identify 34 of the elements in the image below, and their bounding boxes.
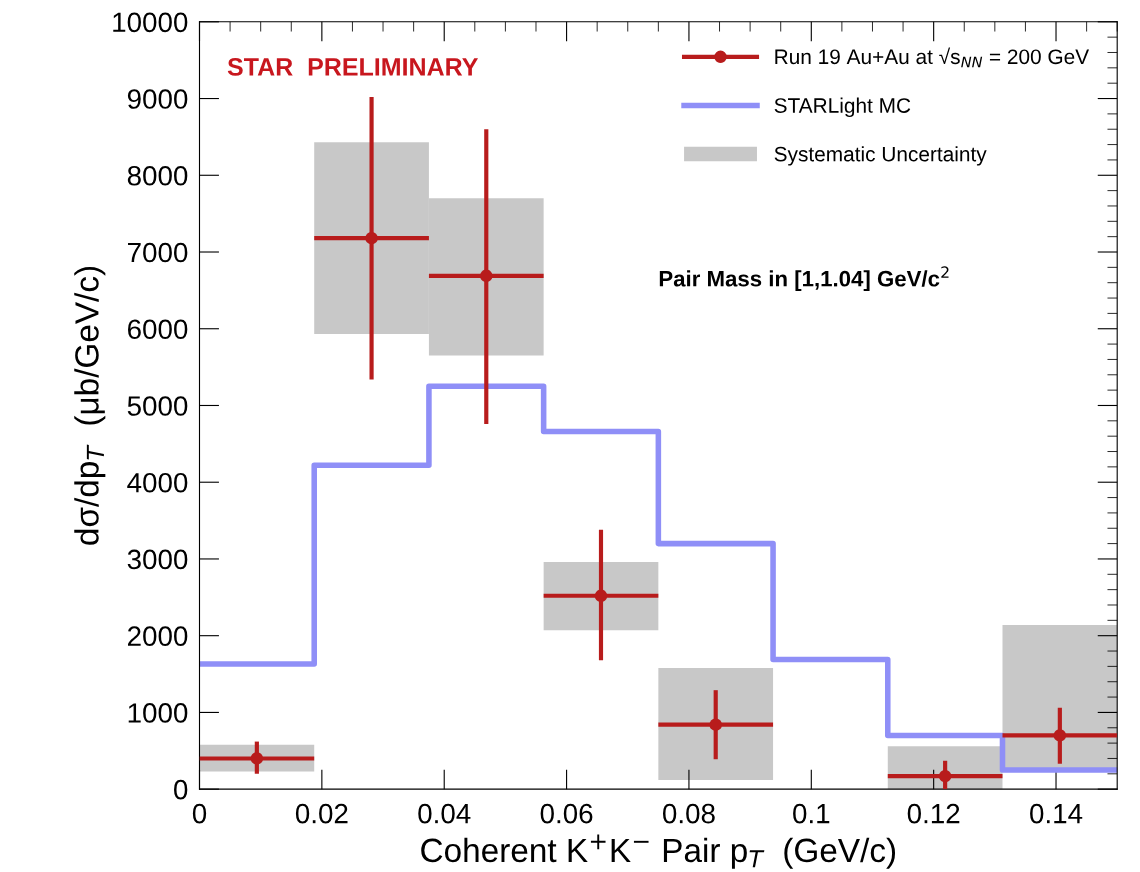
annotation: Pair Mass in [1,1.04] GeV/c$^{2}$ (659, 266, 949, 291)
x-tick-label: 0.04 (418, 803, 471, 824)
y-tick-label: 6000 (128, 319, 188, 340)
annotation: STAR PRELIMINARY (227, 58, 479, 76)
y-tick-label: 4000 (127, 472, 188, 493)
point (365, 231, 378, 245)
point (480, 269, 493, 283)
x-tick-label: 0.08 (663, 803, 715, 824)
x-tick-label: 0.02 (295, 803, 348, 824)
legend-label: Systematic Uncertainty (774, 146, 987, 166)
legend-label: STARLight MC (774, 97, 911, 118)
bar (658, 667, 774, 780)
y-tick-label: 7000 (128, 242, 188, 263)
y-tick-label: 1000 (128, 703, 188, 723)
point (594, 589, 608, 602)
point (938, 769, 952, 783)
point (1053, 729, 1067, 742)
x-tick-label: 0.14 (1030, 803, 1083, 824)
point (250, 752, 264, 765)
point (709, 718, 722, 731)
legend-label: Run 19 Au+Au at √s$_{NN}$ = 200 GeV (775, 47, 1090, 68)
y-tick-label: 2000 (128, 626, 188, 647)
x-tick-label: 0 (192, 803, 207, 824)
y-tick-label: 5000 (127, 396, 188, 416)
x-axis-title: Coherent K$^{+}$K$^{−}$ Pair p$_{T}$ (GeV/c) (421, 834, 896, 869)
y-tick-label: 0 (174, 779, 188, 800)
x-tick-label: 0.1 (793, 803, 830, 824)
y-tick-label: 9000 (127, 89, 188, 109)
x-tick-label: 0.06 (540, 803, 593, 824)
y-tick-label: 8000 (127, 165, 188, 186)
y-tick-label: 3000 (127, 549, 188, 570)
y-axis-title: dσ/dp$_{T}$ (μb/GeV/c) (74, 266, 106, 545)
y-tick-label: 10000 (113, 12, 188, 33)
x-tick-label: 0.12 (907, 803, 960, 824)
